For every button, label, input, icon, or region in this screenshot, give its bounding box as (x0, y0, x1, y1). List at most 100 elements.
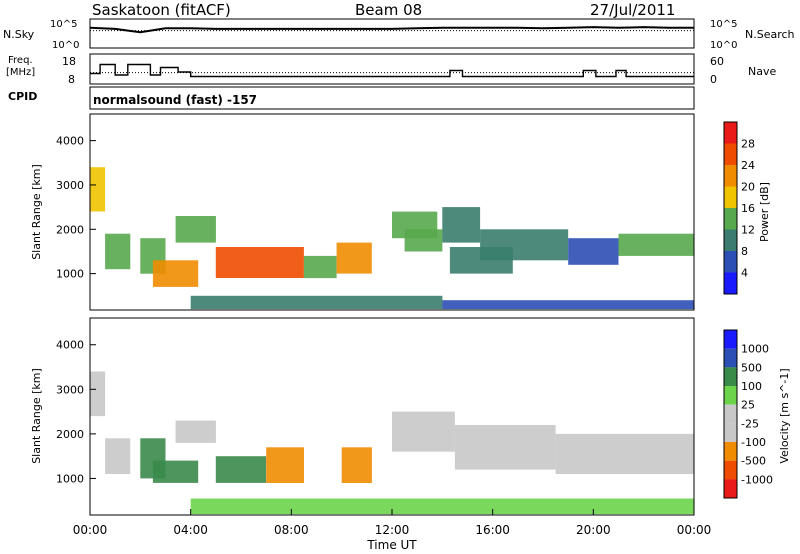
nsky-line (89, 26, 694, 34)
velocity-colorbar-cell-8 (724, 479, 737, 498)
power-patch-5 (215, 247, 304, 278)
freq-left-label-1: Freq. (8, 55, 33, 66)
x-tick-label-0: 00:00 (73, 523, 108, 537)
power-patch-13 (568, 238, 619, 265)
power-colorbar-cell-6 (724, 251, 737, 273)
velocity-colorbar-cell-7 (724, 460, 737, 480)
velocity-colorbar-cell-0 (724, 330, 737, 349)
velocity-patch-5 (215, 456, 267, 483)
freq-left-tick-bottom: 8 (68, 73, 75, 86)
velocity-patch-7 (341, 447, 372, 483)
beam-title: Beam 08 (355, 1, 422, 19)
velocity-ytick-label-4000: 4000 (56, 339, 84, 352)
power-patch-16 (442, 300, 694, 310)
velocity-colorbar-tick-5: -100 (741, 436, 766, 449)
time-x-axis: 00:00 04:00 08:00 12:00 16:00 20:00 00:00 (73, 509, 712, 537)
cpid-label: CPID (8, 90, 37, 103)
velocity-patch-9 (454, 425, 556, 470)
power-ylabel: Slant Range [km] (30, 164, 43, 260)
power-patch-3 (152, 260, 199, 287)
velocity-ytick-label-2000: 2000 (56, 428, 84, 441)
power-colorbar-tick-1: 24 (741, 159, 755, 172)
power-patches (90, 167, 694, 310)
velocity-patch-3 (152, 460, 199, 483)
nsky-panel-frame (89, 18, 695, 49)
freq-right-tick-bottom: 0 (710, 73, 717, 86)
power-colorbar-tick-6: 4 (741, 267, 748, 280)
nsky-left-tick-top: 10^5 (50, 19, 77, 30)
power-patch-15 (190, 295, 443, 310)
velocity-colorbar-tick-3: 25 (741, 399, 755, 412)
power-colorbar-cell-5 (724, 229, 737, 251)
velocity-colorbar-frame (723, 329, 738, 499)
x-tick-label-5: 20:00 (576, 523, 611, 537)
x-tick-label-1: 04:00 (173, 523, 208, 537)
power-panel-frame (89, 113, 695, 311)
velocity-colorbar-cell-6 (724, 442, 737, 461)
power-patch-6 (303, 255, 337, 279)
power-colorbar-cell-0 (724, 122, 737, 144)
velocity-patch-0 (90, 371, 106, 417)
nsky-right-tick-top: 10^5 (710, 19, 737, 30)
power-colorbar: 28 24 20 16 12 8 4 (723, 121, 755, 295)
velocity-colorbar-cell-1 (724, 348, 737, 368)
freq-left-label-2: [MHz] (6, 67, 35, 78)
velocity-colorbar-cell-4 (724, 404, 737, 424)
power-patch-7 (336, 242, 372, 274)
power-patch-14 (618, 233, 694, 256)
velocity-colorbar-tick-2: 100 (741, 380, 762, 393)
velocity-colorbar-cell-5 (724, 423, 737, 442)
date-title: 27/Jul/2011 (590, 1, 675, 19)
nsky-right-label: N.Search (745, 28, 795, 41)
velocity-colorbar-tick-7: -1000 (741, 473, 773, 486)
nsky-series (89, 26, 694, 34)
nsky-left-label: N.Sky (3, 28, 35, 41)
power-patch-0 (90, 167, 106, 212)
x-tick-label-2: 08:00 (274, 523, 309, 537)
velocity-colorbar-tick-0: 1000 (741, 343, 769, 356)
velocity-panel: 1000 2000 3000 4000 Slant Range [km] 1000 50… (30, 317, 791, 552)
power-colorbar-tick-4: 12 (741, 224, 755, 237)
velocity-patch-1 (105, 438, 131, 474)
power-colorbar-cell-3 (724, 186, 737, 208)
freq-panel: Freq. [MHz] 18 8 60 0 Nave (6, 53, 776, 86)
velocity-patches (90, 371, 694, 515)
power-colorbar-cell-7 (724, 272, 737, 294)
power-colorbar-label: Power [dB] (758, 182, 771, 242)
velocity-colorbar: 1000 500 100 25 -25 -100 -500 -1000 (723, 329, 773, 499)
nsky-panel: N.Sky 10^5 10^0 10^5 10^0 N.Search (3, 18, 795, 51)
power-ytick-label-3000: 3000 (56, 179, 84, 192)
freq-series (90, 63, 694, 78)
power-colorbar-tick-5: 8 (741, 245, 748, 258)
velocity-colorbar-tick-4: -25 (741, 417, 759, 430)
velocity-patch-8 (392, 411, 455, 452)
power-colorbar-tick-0: 28 (741, 138, 755, 151)
velocity-y-axis: 1000 2000 3000 4000 (56, 339, 96, 485)
velocity-patch-6 (266, 447, 304, 483)
freq-left-tick-top: 18 (62, 55, 76, 68)
x-tick-label-6: 00:00 (677, 523, 712, 537)
velocity-colorbar-tick-1: 500 (741, 361, 762, 374)
power-patch-12 (480, 229, 569, 261)
power-colorbar-tick-2: 20 (741, 181, 755, 194)
velocity-ytick-label-1000: 1000 (56, 472, 84, 485)
freq-panel-frame (89, 53, 695, 85)
velocity-ytick-label-3000: 3000 (56, 383, 84, 396)
power-panel: 1000 2000 3000 4000 Slant Range [km] 28 24 20… (30, 113, 771, 311)
power-colorbar-cell-4 (724, 208, 737, 230)
power-patch-4 (175, 216, 216, 243)
x-tick-label-3: 12:00 (375, 523, 410, 537)
nsky-right-tick-bottom: 10^0 (710, 40, 737, 51)
power-colorbar-tick-3: 16 (741, 202, 755, 215)
power-colorbar-frame (723, 121, 738, 295)
nave-right-label: Nave (748, 65, 776, 78)
velocity-colorbar-label: Velocity [m s^-1] (778, 368, 791, 463)
power-ytick-label-2000: 2000 (56, 223, 84, 236)
x-tick-label-4: 16:00 (475, 523, 510, 537)
velocity-colorbar-cell-3 (724, 386, 737, 405)
velocity-patch-4 (175, 420, 216, 443)
power-patch-10 (442, 207, 481, 243)
power-y-axis: 1000 2000 3000 4000 (56, 135, 96, 281)
power-ytick-label-1000: 1000 (56, 268, 84, 281)
